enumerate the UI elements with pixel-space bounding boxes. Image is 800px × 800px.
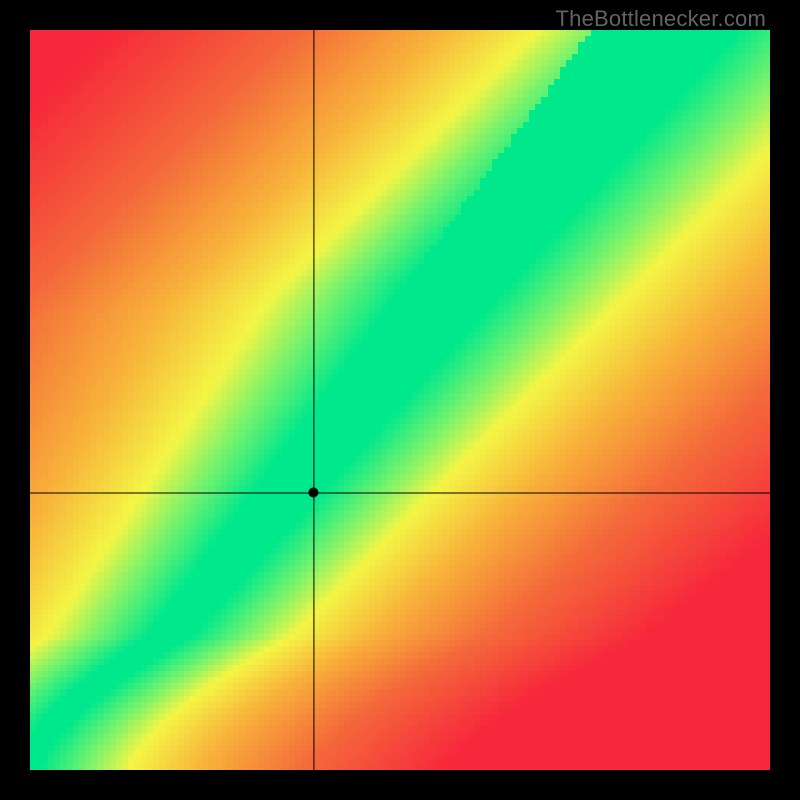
bottleneck-heatmap (30, 30, 770, 770)
heatmap-canvas (30, 30, 770, 770)
watermark-text: TheBottlenecker.com (556, 6, 766, 32)
